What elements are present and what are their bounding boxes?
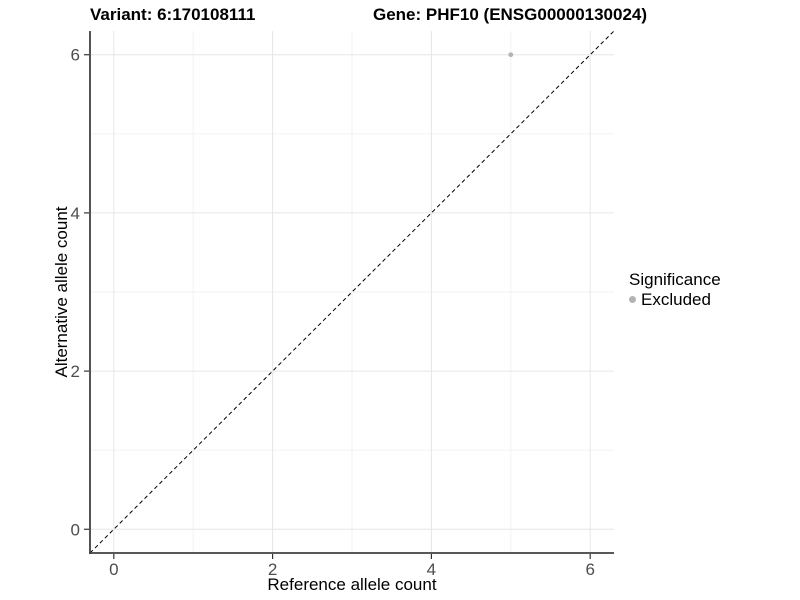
x-axis-title: Reference allele count	[267, 575, 437, 594]
y-axis-title: Alternative allele count	[52, 206, 71, 378]
plot-title-variant: Variant: 6:170108111	[90, 5, 256, 24]
legend: Significance Excluded	[629, 270, 721, 309]
legend-item-excluded: Excluded	[629, 290, 721, 309]
x-tick-label: 0	[109, 560, 118, 579]
legend-point-icon	[629, 296, 636, 303]
data-point	[508, 52, 514, 58]
y-tick-label: 4	[71, 204, 80, 223]
plot-title-gene: Gene: PHF10 (ENSG00000130024)	[373, 5, 648, 24]
x-tick-label: 6	[585, 560, 594, 579]
legend-item-label: Excluded	[641, 290, 711, 309]
identity-dashed-line	[89, 30, 615, 554]
legend-title: Significance	[629, 270, 721, 289]
x-tick-label: 4	[427, 560, 436, 579]
y-tick-label: 6	[71, 46, 80, 65]
y-tick-label: 0	[71, 520, 80, 539]
x-tick-label: 2	[268, 560, 277, 579]
y-tick-label: 2	[71, 362, 80, 381]
